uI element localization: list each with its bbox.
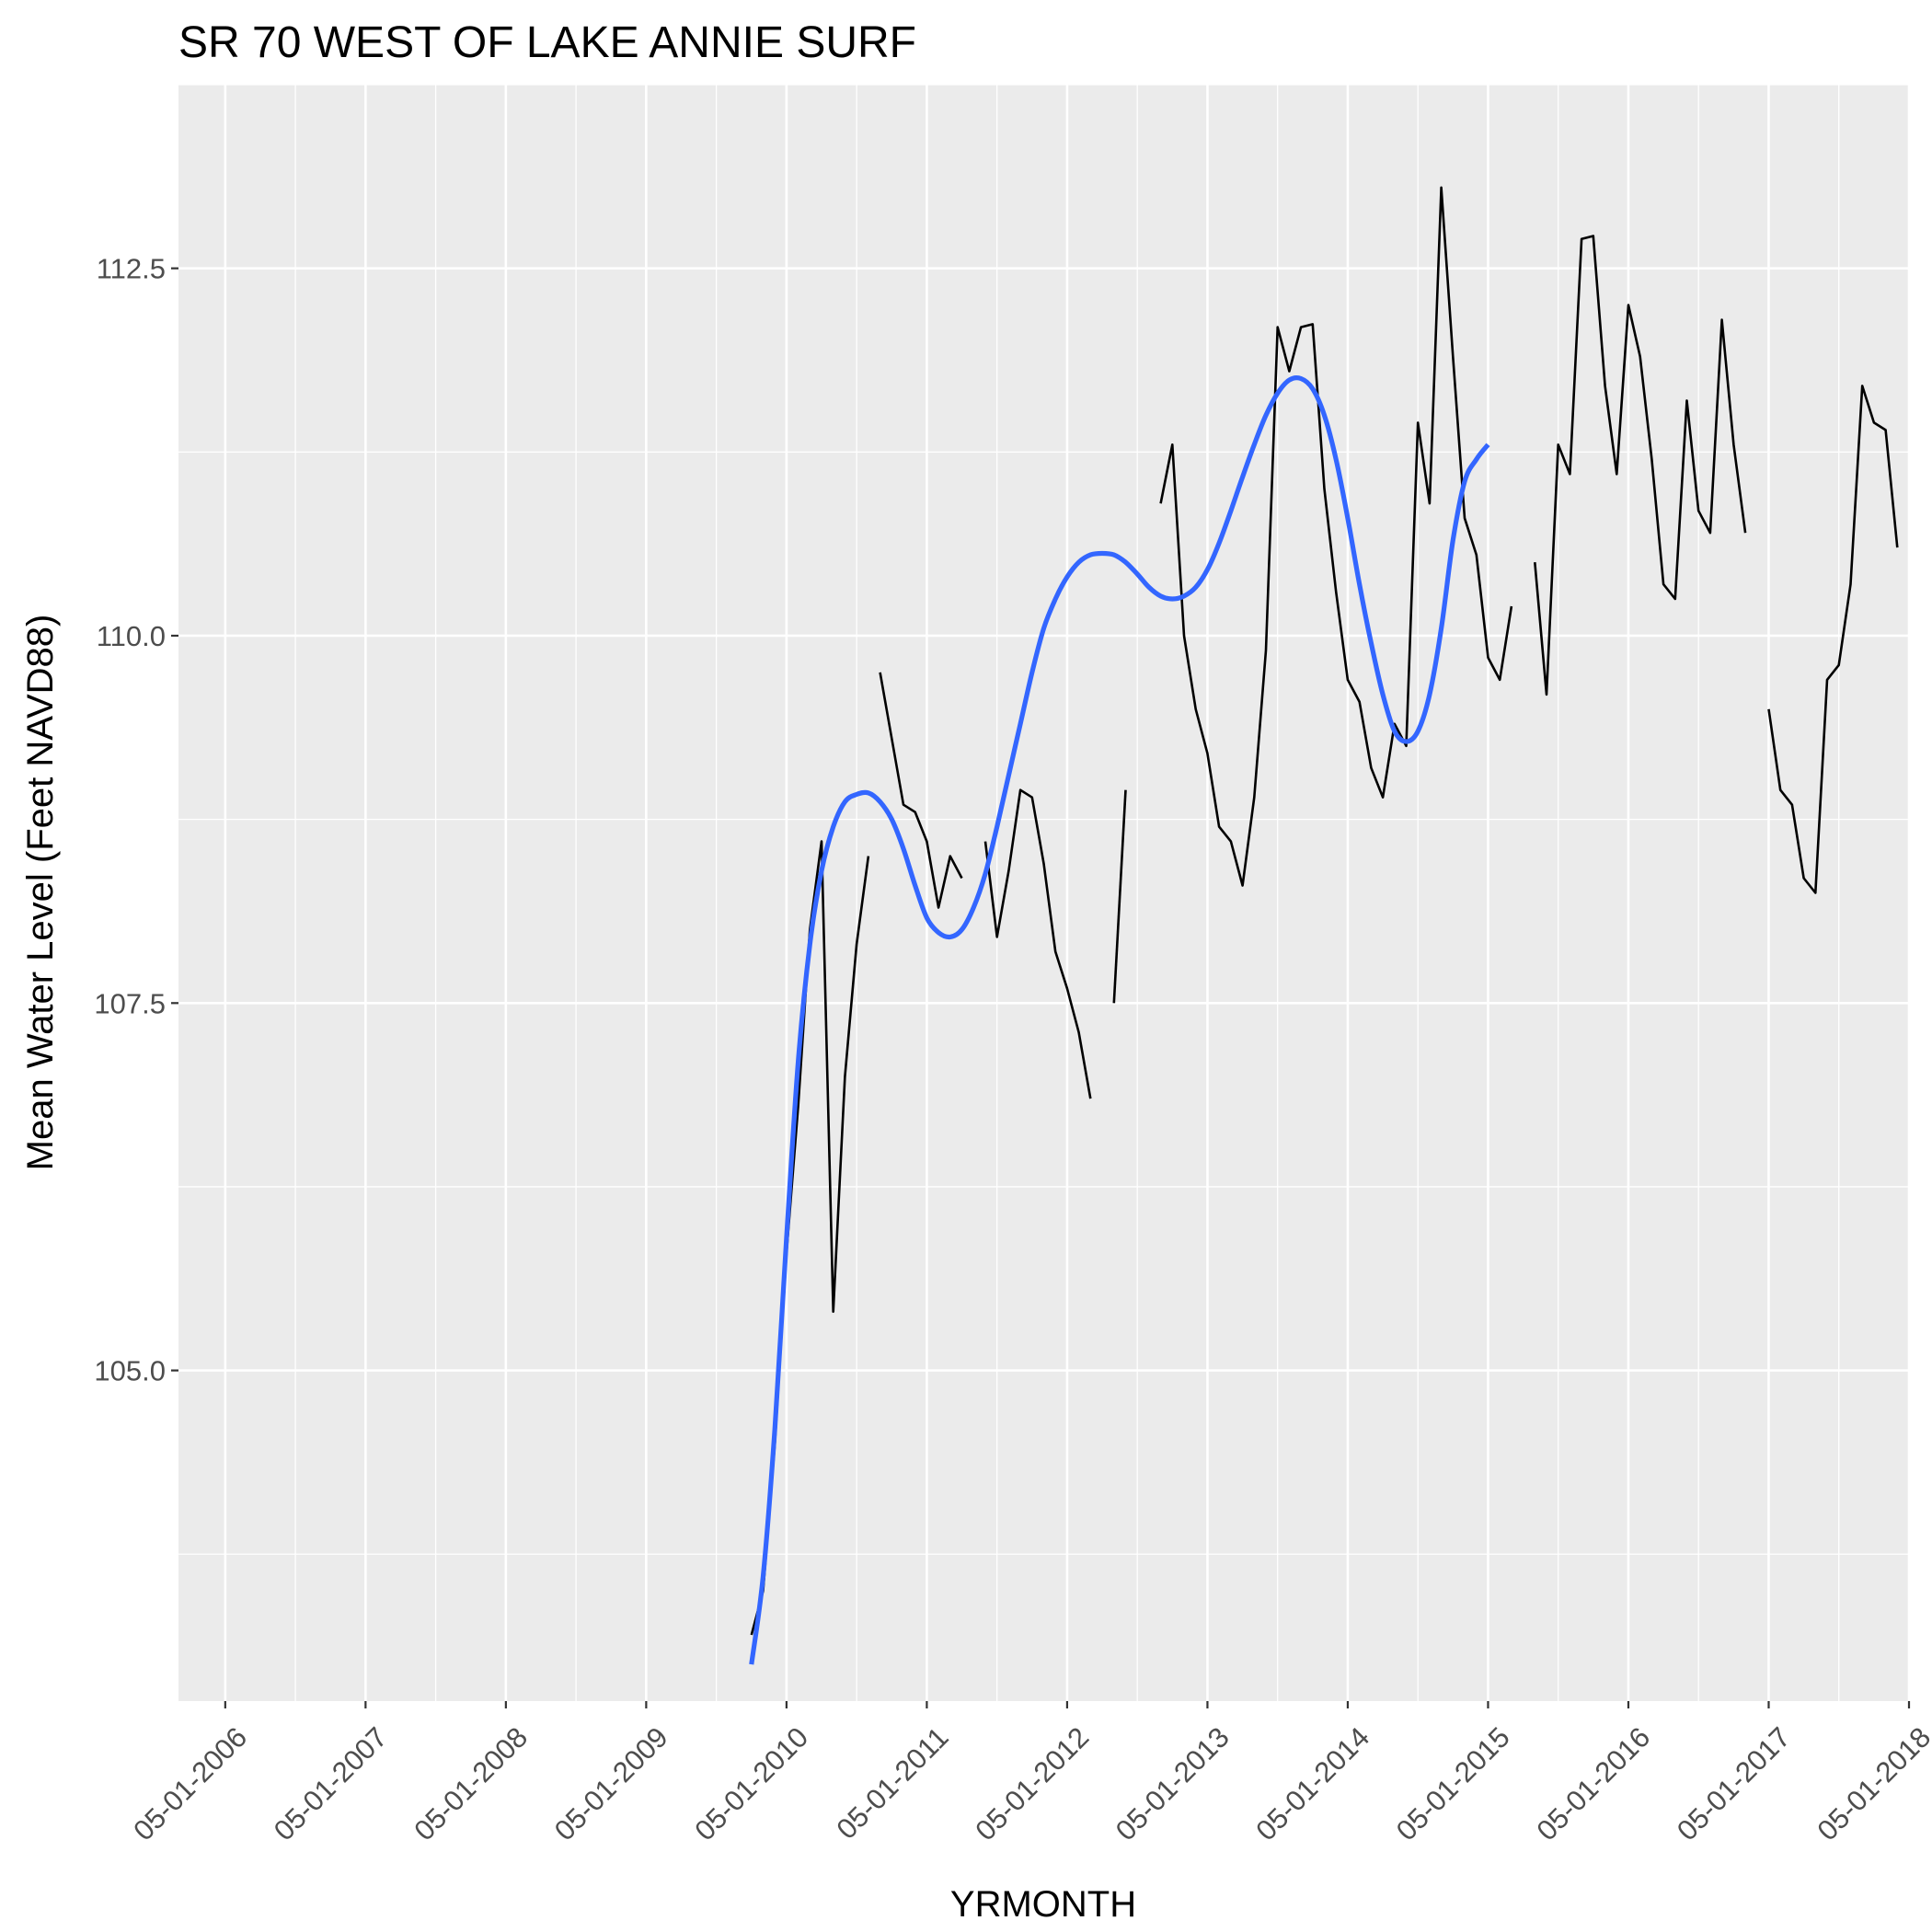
y-axis: 105.0 107.5 110.0 112.5 [94, 253, 178, 1387]
x-tick-label: 05-01-2017 [1671, 1721, 1797, 1847]
x-tick-label: 05-01-2007 [268, 1721, 394, 1847]
y-tick-label: 110.0 [97, 620, 166, 652]
observed-series-line [1112, 789, 1127, 1004]
y-axis-title: Mean Water Level (Feet NAVD88) [20, 615, 61, 1171]
x-tick-label: 05-01-2013 [1110, 1721, 1236, 1847]
y-tick-label: 107.5 [94, 987, 166, 1019]
x-tick-label: 05-01-2015 [1390, 1721, 1516, 1847]
observed-series-line [983, 788, 1092, 1099]
x-tick-label: 05-01-2012 [969, 1721, 1095, 1847]
x-tick-label: 05-01-2009 [548, 1721, 674, 1847]
x-tick-label: 05-01-2014 [1249, 1721, 1375, 1847]
major-gridlines [178, 85, 1911, 1701]
y-tick-label: 105.0 [94, 1355, 166, 1387]
observed-series-line [1534, 235, 1747, 696]
smooth-trend-line [749, 374, 1490, 1665]
x-axis: 05-01-2006 05-01-2007 05-01-2008 05-01-2009… [127, 1701, 1932, 1846]
series-layer [749, 186, 1899, 1665]
x-tick-label: 05-01-2018 [1811, 1721, 1932, 1847]
x-tick-label: 05-01-2006 [127, 1721, 253, 1847]
observed-series-line [1767, 385, 1899, 894]
x-tick-label: 05-01-2011 [830, 1721, 954, 1846]
observed-series-line [879, 672, 963, 909]
chart-title: SR 70 WEST OF LAKE ANNIE SURF [178, 18, 916, 67]
plot-panel [178, 85, 1909, 1701]
x-tick-label: 05-01-2010 [688, 1721, 814, 1847]
observed-series-line [1159, 186, 1513, 887]
minor-gridlines [178, 84, 1909, 1701]
y-tick-label: 112.5 [97, 253, 166, 285]
x-tick-label: 05-01-2016 [1530, 1721, 1656, 1847]
x-tick-label: 05-01-2008 [408, 1721, 534, 1847]
x-axis-title: YRMONTH [950, 1884, 1136, 1925]
